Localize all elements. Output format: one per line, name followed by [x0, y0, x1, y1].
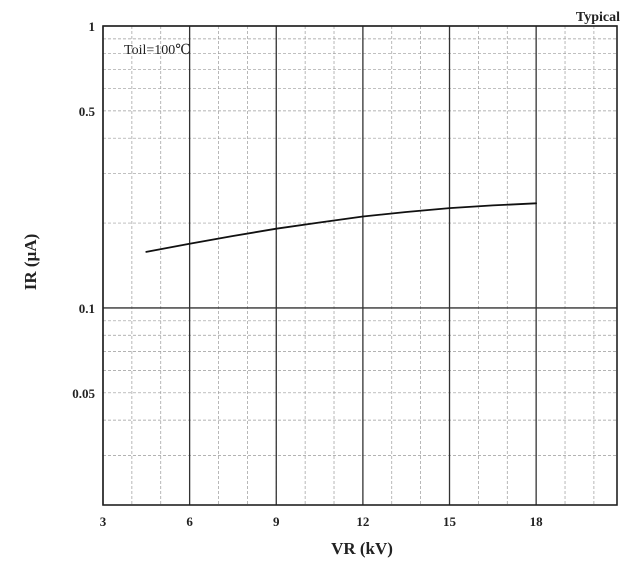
- x-tick-label: 3: [100, 514, 107, 529]
- grid-major: [102, 25, 617, 505]
- plot-frame: [102, 25, 618, 506]
- y-tick-label: 0.05: [72, 386, 95, 401]
- series-layer: [145, 202, 537, 253]
- y-tick-label: 1: [89, 19, 96, 34]
- typical-note: Typical: [576, 10, 620, 25]
- y-tick-label: 0.1: [79, 301, 95, 316]
- x-tick-label: 6: [186, 514, 193, 529]
- y-axis-label: IR (µA): [21, 234, 40, 291]
- y-tick-label: 0.5: [79, 104, 96, 119]
- x-tick-label: 15: [443, 514, 457, 529]
- x-tick-labels: 3 6 9 12 15 18: [100, 514, 543, 529]
- y-tick-labels: 1 0.5 0.1 0.05: [72, 19, 95, 401]
- x-tick-label: 9: [273, 514, 280, 529]
- x-tick-label: 18: [530, 514, 544, 529]
- x-tick-label: 12: [356, 514, 369, 529]
- condition-annotation: Toil=100℃: [124, 43, 191, 58]
- x-axis-label: VR (kV): [331, 539, 393, 558]
- grid-minor: [102, 25, 617, 506]
- series-line: [145, 202, 537, 253]
